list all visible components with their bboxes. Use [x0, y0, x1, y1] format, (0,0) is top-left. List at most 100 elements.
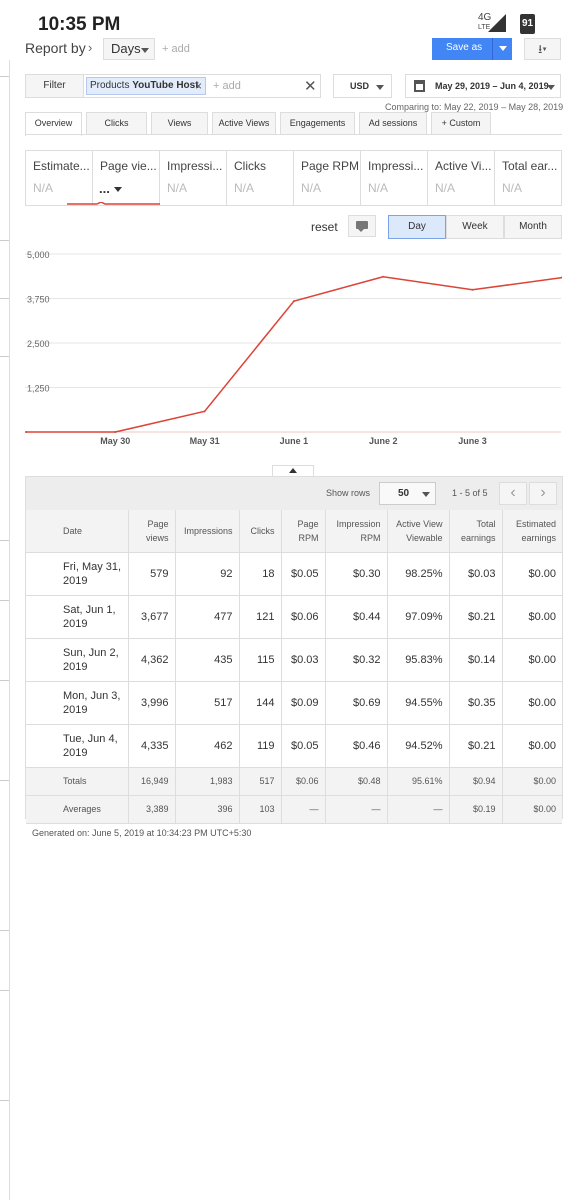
x-tick-label: June 2 — [369, 436, 398, 446]
tab-ad-sessions[interactable]: Ad sessions — [359, 112, 427, 134]
add-filter-input[interactable]: + add — [213, 80, 241, 92]
column-header-label: Impressions — [183, 525, 233, 536]
metric-title: Estimate... — [33, 159, 90, 173]
annotation-icon[interactable] — [348, 215, 376, 237]
data-point[interactable] — [560, 276, 562, 279]
currency-dropdown[interactable]: USD — [333, 74, 392, 98]
tab-views[interactable]: Views — [151, 112, 208, 134]
chevron-left-icon: ‹ — [510, 484, 516, 501]
period-day-button[interactable]: Day — [388, 215, 446, 239]
x-tick-label: May 30 — [100, 436, 130, 446]
metric-clicks[interactable]: Clicks N/A — [227, 151, 294, 206]
metric-active-views[interactable]: Active Vi... N/A — [428, 151, 495, 206]
reset-link[interactable]: reset — [311, 220, 338, 234]
report-by-label: Report by — [25, 40, 86, 56]
column-header[interactable]: Page RPM — [280, 510, 325, 553]
value-cell: 3,996 — [127, 681, 175, 725]
period-week-button[interactable]: Week — [446, 215, 504, 239]
currency-value: USD — [350, 81, 370, 91]
table-row: Sat, Jun 1, 2019 3,677 477 121 $0.06 $0.44 97.0… — [26, 595, 562, 639]
tab-custom[interactable]: + Custom — [431, 112, 491, 134]
metric-title: Impressi... — [167, 159, 223, 173]
column-header[interactable]: Clicks — [238, 510, 281, 553]
data-point[interactable] — [471, 288, 474, 291]
table-row: Sun, Jun 2, 2019 4,362 435 115 $0.03 $0.32 95.8… — [26, 638, 562, 682]
column-header[interactable]: Total earnings — [448, 510, 502, 553]
column-header[interactable]: Estimated earnings — [501, 510, 562, 553]
value-cell: $0.35 — [448, 681, 502, 725]
value-cell: $0.00 — [501, 681, 562, 725]
metric-total-earnings[interactable]: Total ear... N/A — [495, 151, 562, 206]
filter-chip[interactable]: Products YouTube Host × — [86, 77, 206, 95]
metric-page-rpm[interactable]: Page RPM N/A — [294, 151, 361, 206]
tab-clicks[interactable]: Clicks — [86, 112, 147, 134]
metric-title: Page vie... — [100, 159, 157, 173]
tab-overview[interactable]: Overview — [25, 112, 82, 136]
metric-page-views[interactable]: Page vie... ... — [93, 151, 160, 206]
rows-per-page-dropdown[interactable]: 50 — [379, 482, 436, 505]
data-point[interactable] — [292, 300, 295, 303]
tab-engagements[interactable]: Engagements — [280, 112, 355, 134]
tab-active-views[interactable]: Active Views — [212, 112, 276, 134]
summary-value: — — [386, 795, 449, 824]
data-point[interactable] — [382, 275, 385, 278]
column-header[interactable]: Impression RPM — [324, 510, 387, 553]
chevron-down-icon — [376, 85, 384, 90]
data-point[interactable] — [114, 431, 117, 433]
date-range-picker[interactable]: May 29, 2019 – Jun 4, 2019 — [405, 74, 561, 98]
value-cell: $0.00 — [501, 595, 562, 639]
data-point[interactable] — [25, 431, 27, 433]
value-cell: $0.09 — [280, 681, 325, 725]
metric-selector[interactable]: ... — [99, 181, 122, 196]
column-header[interactable]: Impressions — [174, 510, 239, 553]
filter-chip-value: YouTube Host — [132, 80, 199, 91]
save-options-dropdown[interactable] — [492, 38, 512, 60]
value-cell: $0.21 — [448, 595, 502, 639]
value-cell: $0.00 — [501, 552, 562, 596]
column-header-label: Estimated — [515, 518, 556, 529]
date-cell: Tue, Jun 4, 2019 — [26, 724, 128, 768]
chevron-down-icon — [141, 48, 149, 53]
series-line — [26, 275, 562, 433]
summary-value: — — [324, 795, 387, 824]
date-cell: Sat, Jun 1, 2019 — [26, 595, 128, 639]
x-tick-label: June 3 — [458, 436, 487, 446]
data-point[interactable] — [203, 410, 206, 413]
clear-filters-icon[interactable]: ✕ — [304, 78, 317, 95]
save-as-button[interactable]: Save as — [432, 38, 512, 60]
metric-impressions[interactable]: Impressi... N/A — [160, 151, 227, 206]
value-cell: $0.46 — [324, 724, 387, 768]
add-dimension-link[interactable]: + add — [162, 43, 190, 55]
filter-bar: Filter Products YouTube Host × + add ✕ — [25, 74, 321, 98]
metric-value: N/A — [167, 181, 188, 195]
value-cell: 121 — [238, 595, 281, 639]
rail-tick — [0, 1100, 9, 1101]
summary-value: 517 — [238, 767, 281, 796]
column-header[interactable]: Page views — [127, 510, 175, 553]
column-header-label: Clicks — [250, 525, 275, 536]
rail-tick — [0, 240, 9, 241]
metric-estimated[interactable]: Estimate... N/A — [26, 151, 93, 206]
report-by-dropdown[interactable]: Days — [103, 38, 155, 60]
tabs-divider — [25, 134, 562, 135]
table-row: Tue, Jun 4, 2019 4,335 462 119 $0.05 $0.46 94.5… — [26, 724, 562, 768]
date-part: 2019 — [63, 617, 88, 630]
download-button[interactable]: ⭳▾ — [524, 38, 561, 60]
summary-label: Averages — [26, 795, 128, 824]
rail-tick — [0, 780, 9, 781]
rail-tick — [0, 540, 9, 541]
data-table: Date Page views Impressions Clicks Page RPM Imp… — [26, 510, 562, 824]
collapse-chart-toggle[interactable] — [272, 465, 314, 476]
column-header[interactable]: Active View Viewable — [386, 510, 449, 553]
chevron-down-icon — [422, 492, 430, 497]
metric-title: Clicks — [234, 159, 266, 173]
remove-filter-icon[interactable]: × — [194, 79, 202, 93]
table-toolbar: Show rows 50 1 - 5 of 5 ‹ › — [26, 477, 562, 510]
metric-impression-rpm[interactable]: Impressi... N/A — [361, 151, 428, 206]
period-month-button[interactable]: Month — [504, 215, 562, 239]
column-header[interactable]: Date — [26, 510, 128, 553]
prev-page-button[interactable]: ‹ — [499, 482, 527, 505]
value-cell: $0.21 — [448, 724, 502, 768]
next-page-button[interactable]: › — [529, 482, 557, 505]
metric-value: N/A — [33, 181, 54, 195]
